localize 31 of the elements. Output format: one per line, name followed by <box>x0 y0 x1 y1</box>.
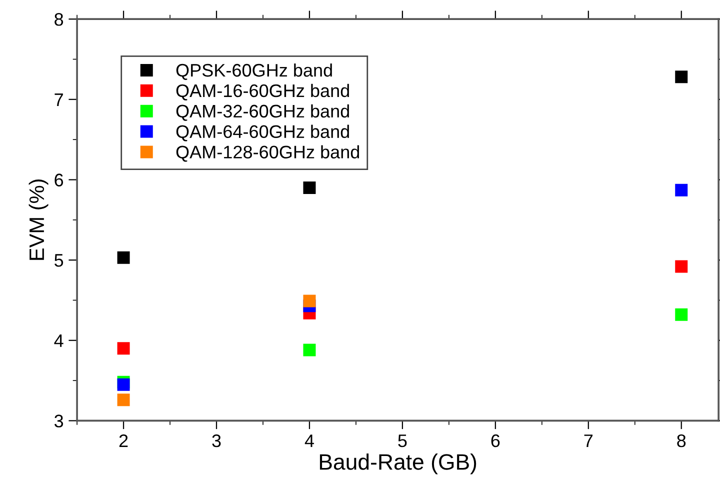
x-tick-label: 4 <box>304 434 314 447</box>
point <box>117 342 130 355</box>
legend-label: QAM-16-60GHz band <box>176 84 349 100</box>
legend-label: QAM-128-60GHz band <box>176 145 360 162</box>
point <box>303 182 316 194</box>
x-tick-label: 3 <box>212 434 221 448</box>
y-tick-label: 7 <box>54 94 63 106</box>
y-tick-label: 3 <box>54 414 64 428</box>
point <box>675 260 688 273</box>
point <box>117 378 130 391</box>
point <box>675 70 688 84</box>
x-tick-label: 8 <box>677 434 686 448</box>
y-tick-label: 6 <box>54 174 64 186</box>
x-tick-label: 6 <box>491 434 500 448</box>
point <box>675 184 688 196</box>
point <box>117 251 130 264</box>
y-tick-label: 5 <box>54 254 64 267</box>
y-tick-label: 8 <box>54 13 64 26</box>
y-tick-label: 4 <box>54 334 64 347</box>
x-tick-label: 7 <box>584 434 593 447</box>
legend-label: QAM-64-60GHz band <box>176 124 349 142</box>
point <box>117 394 130 406</box>
point <box>303 294 316 308</box>
x-tick-label: 5 <box>398 434 407 448</box>
x-tick-label: 2 <box>119 434 128 447</box>
legend-label: QPSK-60GHz band <box>176 63 332 80</box>
legend-label: QAM-32-60GHz band <box>176 104 349 121</box>
point <box>303 344 316 356</box>
point <box>675 308 688 321</box>
x-axis-title: Baud-Rate (GB) <box>320 454 476 474</box>
y-axis-title: EVM (%) <box>28 180 48 260</box>
